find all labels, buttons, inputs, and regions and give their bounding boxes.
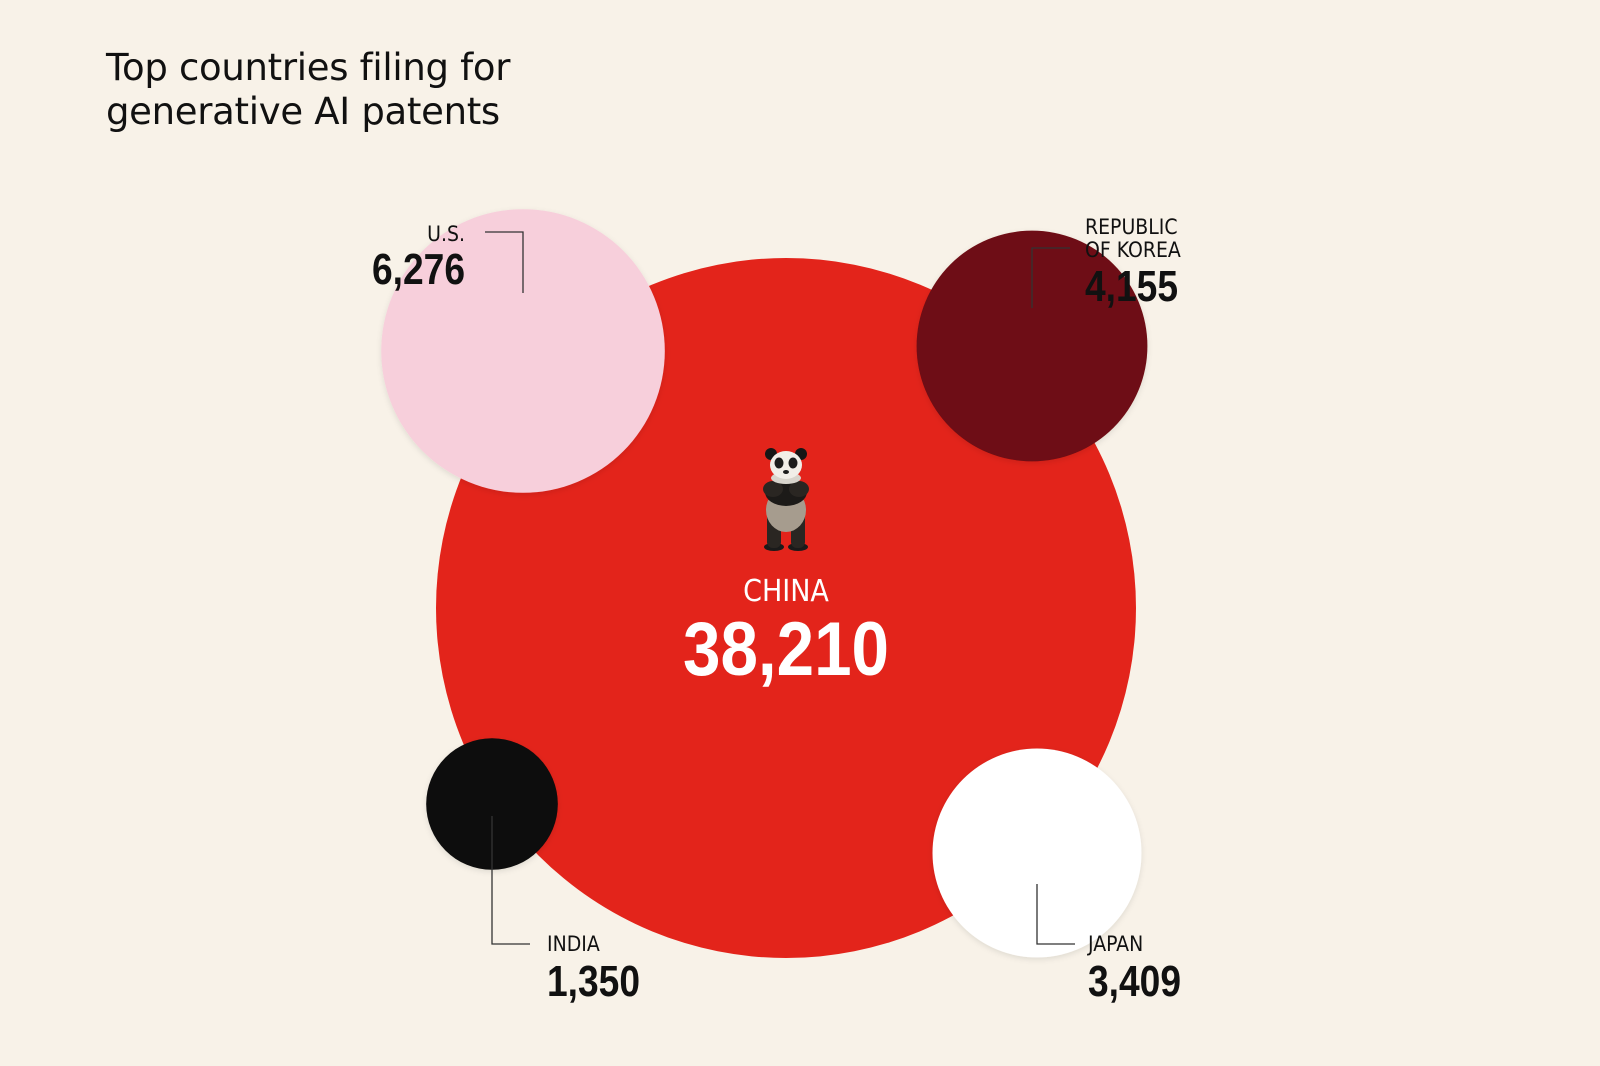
bubble-u-s [381, 209, 665, 493]
leader-line-japan [1036, 884, 1075, 945]
label-value-japan: 3,409 [1088, 957, 1181, 1006]
label-value-india: 1,350 [547, 957, 640, 1006]
label-name-japan: JAPAN [1087, 932, 1143, 956]
bubble-india [426, 738, 558, 870]
chart-title-line-2: generative AI patents [106, 90, 500, 133]
bubble-japan [932, 748, 1142, 958]
leader-line-india [491, 816, 530, 945]
leader-line-republic-of-korea [1031, 247, 1070, 308]
bubble-republic-of-korea [916, 230, 1148, 462]
label-name-republic-of-korea-line-2: OF KOREA [1085, 238, 1181, 262]
leader-line-u-s [485, 231, 524, 293]
panda-icon [763, 448, 809, 551]
chart-title-line-1: Top countries filing for [106, 46, 511, 89]
label-name-india: INDIA [547, 932, 600, 956]
label-value-china: 38,210 [683, 607, 889, 692]
label-name-china: CHINA [743, 574, 829, 609]
label-name-u-s: U.S. [427, 222, 465, 246]
label-value-u-s: 6,276 [372, 245, 465, 294]
chart-title: Top countries filing for generative AI p… [106, 46, 510, 134]
label-name-republic-of-korea-line-1: REPUBLIC [1085, 215, 1178, 239]
label-value-republic-of-korea: 4,155 [1085, 262, 1178, 311]
